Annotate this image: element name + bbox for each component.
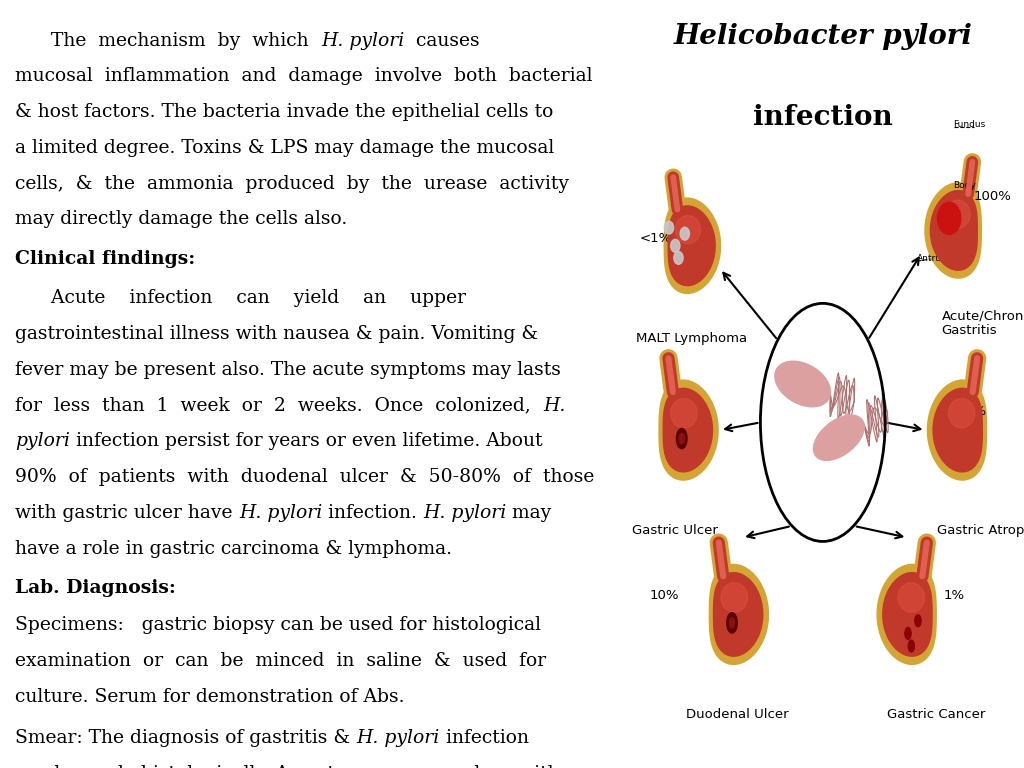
Circle shape	[677, 429, 687, 449]
Text: Antrum: Antrum	[918, 254, 951, 263]
Polygon shape	[664, 197, 721, 294]
Circle shape	[908, 641, 914, 652]
Text: can be made histologically. A gastroscopy procedure with: can be made histologically. A gastroscop…	[15, 765, 560, 768]
Ellipse shape	[938, 202, 961, 234]
Text: may directly damage the cells also.: may directly damage the cells also.	[15, 210, 347, 228]
Circle shape	[729, 617, 734, 628]
Text: MALT Lymphoma: MALT Lymphoma	[636, 332, 746, 345]
Ellipse shape	[813, 415, 864, 460]
Text: may: may	[506, 504, 552, 521]
Text: <1%: <1%	[640, 232, 672, 245]
Circle shape	[679, 433, 684, 444]
Text: pylori: pylori	[15, 432, 71, 450]
Text: Helicobacter pylori: Helicobacter pylori	[674, 23, 972, 50]
Text: infection persist for years or even lifetime. About: infection persist for years or even life…	[71, 432, 543, 450]
Ellipse shape	[721, 583, 748, 612]
Text: fever may be present also. The acute symptoms may lasts: fever may be present also. The acute sym…	[15, 361, 561, 379]
Text: causes: causes	[404, 31, 480, 50]
Text: H. pylori: H. pylori	[321, 31, 404, 50]
Text: infection.: infection.	[323, 504, 423, 521]
Polygon shape	[877, 564, 937, 665]
Circle shape	[914, 615, 921, 627]
Polygon shape	[668, 205, 716, 286]
Text: H. pylori: H. pylori	[423, 504, 506, 521]
Text: a limited degree. Toxins & LPS may damage the mucosal: a limited degree. Toxins & LPS may damag…	[15, 139, 555, 157]
Polygon shape	[658, 379, 719, 481]
Polygon shape	[709, 564, 769, 665]
Ellipse shape	[674, 251, 683, 264]
Circle shape	[905, 627, 911, 639]
Text: Acute    infection    can    yield    an    upper: Acute infection can yield an upper	[15, 290, 466, 307]
Ellipse shape	[680, 227, 689, 240]
Text: The  mechanism  by  which: The mechanism by which	[15, 31, 321, 50]
Polygon shape	[927, 379, 987, 481]
Text: infection: infection	[439, 730, 528, 747]
Text: Gastric Ulcer: Gastric Ulcer	[632, 524, 718, 537]
Text: cells,  &  the  ammonia  produced  by  the  urease  activity: cells, & the ammonia produced by the ure…	[15, 174, 569, 193]
Ellipse shape	[675, 216, 700, 243]
Circle shape	[727, 613, 737, 633]
Polygon shape	[882, 572, 933, 657]
Text: have a role in gastric carcinoma & lymphoma.: have a role in gastric carcinoma & lymph…	[15, 540, 453, 558]
Text: Gastric Atrophy: Gastric Atrophy	[938, 524, 1024, 537]
Text: culture. Serum for demonstration of Abs.: culture. Serum for demonstration of Abs.	[15, 688, 404, 706]
Ellipse shape	[775, 361, 830, 407]
Text: Gastric Cancer: Gastric Cancer	[887, 708, 985, 721]
Polygon shape	[925, 182, 982, 279]
Text: examination  or  can  be  minced  in  saline  &  used  for: examination or can be minced in saline &…	[15, 652, 547, 670]
Text: Body: Body	[953, 181, 976, 190]
Ellipse shape	[665, 221, 674, 234]
Text: Lab. Diagnosis:: Lab. Diagnosis:	[15, 579, 176, 597]
Text: & host factors. The bacteria invade the epithelial cells to: & host factors. The bacteria invade the …	[15, 103, 554, 121]
Text: H.: H.	[543, 396, 565, 415]
Text: 10%: 10%	[650, 589, 679, 602]
Polygon shape	[930, 190, 978, 271]
Text: Clinical findings:: Clinical findings:	[15, 250, 196, 268]
Polygon shape	[713, 572, 764, 657]
Text: Smear: The diagnosis of gastritis &: Smear: The diagnosis of gastritis &	[15, 730, 356, 747]
Text: Fundus: Fundus	[953, 120, 986, 129]
Ellipse shape	[898, 583, 925, 612]
Polygon shape	[663, 388, 713, 472]
Polygon shape	[933, 388, 983, 472]
Text: Duodenal Ulcer: Duodenal Ulcer	[686, 708, 788, 721]
Ellipse shape	[945, 200, 971, 228]
Text: 100%: 100%	[974, 190, 1012, 203]
Text: Acute/Chronic
Gastritis: Acute/Chronic Gastritis	[941, 309, 1024, 337]
Text: 5%: 5%	[966, 405, 987, 418]
Ellipse shape	[948, 399, 975, 428]
Text: 1%: 1%	[943, 589, 965, 602]
Text: gastrointestinal illness with nausea & pain. Vomiting &: gastrointestinal illness with nausea & p…	[15, 325, 539, 343]
Text: H. pylori: H. pylori	[239, 504, 323, 521]
Text: 90%  of  patients  with  duodenal  ulcer  &  50-80%  of  those: 90% of patients with duodenal ulcer & 50…	[15, 468, 595, 486]
Text: with gastric ulcer have: with gastric ulcer have	[15, 504, 239, 521]
Ellipse shape	[671, 240, 680, 252]
Text: H. pylori: H. pylori	[356, 730, 439, 747]
Text: infection: infection	[753, 104, 893, 131]
Text: for  less  than  1  week  or  2  weeks.  Once  colonized,: for less than 1 week or 2 weeks. Once co…	[15, 396, 543, 415]
Text: Specimens:   gastric biopsy can be used for histological: Specimens: gastric biopsy can be used fo…	[15, 616, 542, 634]
Text: mucosal  inflammation  and  damage  involve  both  bacterial: mucosal inflammation and damage involve …	[15, 68, 593, 85]
Ellipse shape	[671, 399, 697, 428]
